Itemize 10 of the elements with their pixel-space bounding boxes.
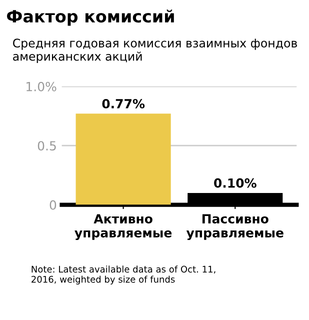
x-tick-label: Активно управляемые (74, 214, 172, 240)
text: Note: Latest available data as of Oct. 11, 2016, weighted by size of funds (32, 266, 216, 284)
x-tick-label: Пассивно управляемые (186, 214, 284, 240)
chart-title: Фактор комиссий (7, 10, 174, 26)
chart-subtitle: Средняя годовая комиссия взаимных фондов американских акций (13, 38, 297, 64)
y-tick-label: 0.5 (38, 141, 56, 151)
y-tick-label: 0 (50, 200, 56, 210)
y-tick-label: 1.0% (26, 82, 56, 92)
data-label: 0.10% (214, 178, 256, 188)
data-label: 0.77% (102, 98, 145, 108)
